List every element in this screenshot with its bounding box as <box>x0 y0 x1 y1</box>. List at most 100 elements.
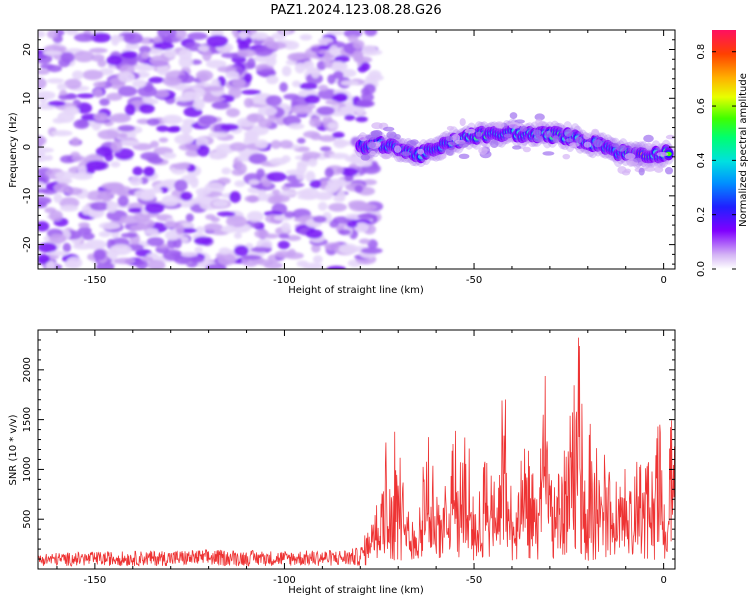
signal-speckle <box>383 126 395 132</box>
noise-blob <box>119 215 141 225</box>
noise-blob <box>246 211 264 223</box>
noise-region <box>38 30 384 269</box>
noise-blob <box>71 172 93 180</box>
noise-blob <box>333 195 345 202</box>
noise-blob <box>46 78 65 84</box>
noise-blob <box>310 68 320 79</box>
signal-speckle <box>360 154 371 161</box>
noise-blob <box>146 237 165 247</box>
noise-blob <box>220 123 239 131</box>
signal-speckle <box>371 122 383 130</box>
signal-speckle <box>535 118 543 127</box>
colorbar-tick-label: 0.6 <box>696 98 707 114</box>
noise-blob <box>119 64 135 75</box>
noise-blob <box>107 247 119 260</box>
snr-axes: -150 -100 -50 0 500 1000 1500 2000 <box>22 330 675 586</box>
noise-blob <box>299 82 318 90</box>
noise-blob <box>279 140 294 149</box>
noise-blob <box>343 30 363 38</box>
signal-speckle <box>445 147 454 156</box>
noise-blob <box>71 155 85 162</box>
signal-speckle <box>624 168 632 174</box>
noise-blob <box>56 83 68 91</box>
colorbar-label: Normalized spectral amplitude <box>738 73 749 227</box>
signal-speckle <box>458 141 470 148</box>
noise-blob <box>38 154 49 162</box>
noise-blob <box>355 105 366 115</box>
noise-blob <box>266 41 287 50</box>
noise-blob <box>327 178 346 187</box>
noise-blob <box>168 125 181 132</box>
noise-blob <box>38 187 50 194</box>
signal-speckle <box>458 153 470 159</box>
x-tick-label: -100 <box>273 575 296 586</box>
noise-blob <box>297 137 306 144</box>
noise-blob <box>53 193 63 203</box>
noise-blob <box>198 73 209 83</box>
noise-blob <box>283 40 300 50</box>
noise-blob <box>146 118 160 126</box>
noise-blob <box>174 96 195 102</box>
signal-speckle <box>583 132 590 140</box>
noise-blob <box>118 139 140 147</box>
noise-blob <box>92 121 101 131</box>
noise-blob <box>324 167 334 178</box>
noise-blob <box>225 215 248 228</box>
noise-blob <box>137 85 158 98</box>
noise-blob <box>334 55 350 63</box>
noise-blob <box>63 106 80 116</box>
noise-blob <box>129 176 143 186</box>
noise-blob <box>302 60 315 71</box>
signal-speckle <box>664 166 674 175</box>
noise-blob <box>360 247 383 254</box>
noise-blob <box>182 91 199 98</box>
noise-blob <box>47 100 66 107</box>
noise-blob <box>197 45 209 52</box>
colorbar-tick-label: 0.8 <box>696 44 707 60</box>
noise-blob <box>132 143 153 151</box>
noise-blob <box>216 211 236 217</box>
noise-blob <box>327 122 338 130</box>
noise-blob <box>97 59 107 68</box>
noise-blob <box>243 73 253 83</box>
noise-blob <box>254 229 270 239</box>
noise-blob <box>81 205 93 216</box>
noise-blob <box>311 244 321 253</box>
spectrogram-x-label: Height of straight line (km) <box>288 285 424 296</box>
noise-blob <box>93 88 103 98</box>
noise-blob <box>180 191 193 201</box>
noise-blob <box>318 135 337 142</box>
y-tick-label: 1500 <box>22 407 33 432</box>
noise-blob <box>175 223 185 235</box>
noise-blob <box>82 232 95 241</box>
signal-speckle <box>563 128 573 137</box>
noise-blob <box>173 162 190 170</box>
noise-blob <box>272 194 290 203</box>
noise-blob <box>218 247 231 255</box>
noise-blob <box>132 79 147 88</box>
noise-blob <box>280 30 291 34</box>
signal-speckle <box>617 166 627 174</box>
noise-blob <box>193 98 205 111</box>
noise-blob <box>244 132 259 142</box>
noise-blob <box>202 95 216 103</box>
noise-blob <box>329 219 340 228</box>
noise-blob <box>117 85 138 97</box>
noise-blob <box>71 137 80 147</box>
noise-blob <box>162 76 182 86</box>
noise-blob <box>60 52 75 63</box>
noise-blob <box>355 116 368 123</box>
noise-blob <box>156 63 169 76</box>
x-tick-label: 0 <box>660 575 666 586</box>
noise-blob <box>221 225 237 234</box>
y-tick-label: 0 <box>22 144 33 150</box>
noise-blob <box>338 243 359 255</box>
noise-blob <box>302 151 321 159</box>
noise-blob <box>110 140 123 153</box>
signal-speckle <box>575 136 583 144</box>
noise-blob <box>246 113 265 123</box>
noise-blob <box>77 165 87 176</box>
signal-speckle <box>440 154 447 159</box>
